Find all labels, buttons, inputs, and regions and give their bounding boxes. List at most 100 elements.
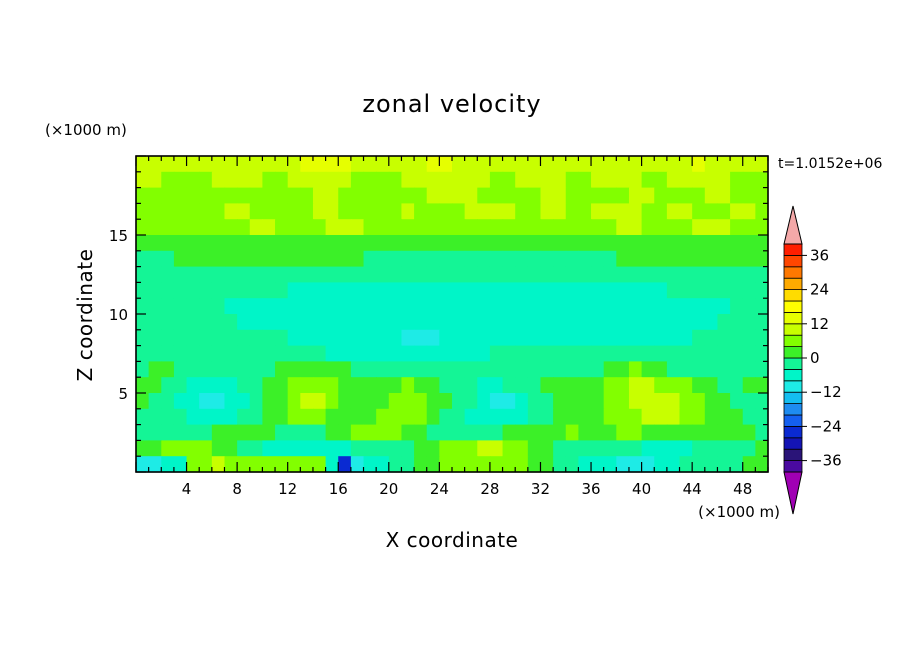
heatmap-cell bbox=[300, 266, 314, 283]
heatmap-cell bbox=[173, 424, 188, 441]
heatmap-cell bbox=[312, 329, 327, 347]
heatmap-cell bbox=[540, 282, 554, 299]
heatmap-cell bbox=[616, 377, 630, 394]
heatmap-cell bbox=[553, 235, 567, 252]
heatmap-cell bbox=[755, 250, 769, 268]
heatmap-cell bbox=[136, 408, 150, 426]
heatmap-cell bbox=[224, 329, 238, 347]
heatmap-cell bbox=[325, 156, 339, 173]
heatmap-cell bbox=[401, 393, 415, 410]
heatmap-cell bbox=[502, 408, 516, 426]
heatmap-cell bbox=[300, 156, 314, 173]
heatmap-cell bbox=[692, 424, 706, 441]
heatmap-cell bbox=[275, 345, 289, 362]
heatmap-cell bbox=[414, 298, 428, 315]
heatmap-cell bbox=[565, 329, 579, 347]
heatmap-cell bbox=[262, 187, 276, 204]
heatmap-cell bbox=[717, 361, 731, 378]
heatmap-cell bbox=[401, 219, 415, 236]
x-tick-label: 44 bbox=[683, 480, 702, 498]
heatmap-cell bbox=[211, 424, 226, 441]
heatmap-cell bbox=[426, 235, 440, 252]
heatmap-cell bbox=[679, 298, 693, 315]
heatmap-cell bbox=[439, 266, 453, 283]
heatmap-cell bbox=[325, 440, 339, 457]
heatmap-cell bbox=[363, 156, 377, 173]
heatmap-cell bbox=[464, 377, 478, 394]
heatmap-cell bbox=[376, 361, 390, 378]
heatmap-cell bbox=[730, 424, 744, 441]
heatmap-cell bbox=[578, 187, 592, 204]
heatmap-cell bbox=[565, 393, 579, 410]
heatmap-cell bbox=[603, 456, 617, 473]
heatmap-cell bbox=[363, 203, 377, 220]
heatmap-cell bbox=[641, 345, 655, 362]
heatmap-cell bbox=[275, 282, 289, 299]
heatmap-cell bbox=[262, 219, 276, 236]
heatmap-cell bbox=[527, 393, 542, 410]
heatmap-cell bbox=[211, 203, 226, 220]
heatmap-cell bbox=[742, 377, 756, 394]
heatmap-cell bbox=[249, 250, 263, 268]
heatmap-cell bbox=[527, 377, 542, 394]
heatmap-cell bbox=[452, 266, 466, 283]
heatmap-cell bbox=[148, 250, 162, 268]
heatmap-cell bbox=[363, 235, 377, 252]
heatmap-cell bbox=[654, 298, 668, 315]
heatmap-cell bbox=[414, 424, 428, 441]
heatmap-cell bbox=[262, 440, 276, 457]
heatmap-cell bbox=[350, 424, 365, 441]
heatmap-cell bbox=[553, 408, 567, 426]
heatmap-cell bbox=[603, 314, 617, 331]
heatmap-cell bbox=[489, 250, 504, 268]
heatmap-cell bbox=[401, 377, 415, 394]
heatmap-cell bbox=[275, 329, 289, 347]
heatmap-cell bbox=[641, 456, 655, 473]
heatmap-cell bbox=[325, 377, 339, 394]
heatmap-cell bbox=[742, 235, 756, 252]
heatmap-cell bbox=[173, 187, 188, 204]
heatmap-cell bbox=[452, 424, 466, 441]
heatmap-cell bbox=[628, 282, 643, 299]
heatmap-cell bbox=[730, 408, 744, 426]
heatmap-cell bbox=[211, 314, 226, 331]
heatmap-cell bbox=[565, 298, 579, 315]
heatmap-cell bbox=[300, 440, 314, 457]
heatmap-cell bbox=[565, 361, 579, 378]
heatmap-cell bbox=[616, 156, 630, 173]
heatmap-cell bbox=[464, 266, 478, 283]
heatmap-cell bbox=[553, 219, 567, 236]
heatmap-cell bbox=[477, 361, 491, 378]
heatmap-cell bbox=[426, 219, 440, 236]
heatmap-cell bbox=[350, 361, 365, 378]
heatmap-cell bbox=[211, 235, 226, 252]
heatmap-cell bbox=[452, 314, 466, 331]
heatmap-cell bbox=[388, 393, 403, 410]
heatmap-cell bbox=[730, 361, 744, 378]
colorbar-over-arrow bbox=[783, 205, 803, 245]
heatmap-cell bbox=[578, 266, 592, 283]
heatmap-cell bbox=[527, 298, 542, 315]
heatmap-cell bbox=[401, 456, 415, 473]
heatmap-cell bbox=[742, 298, 756, 315]
heatmap-cell bbox=[641, 156, 655, 173]
heatmap-cell bbox=[439, 187, 453, 204]
heatmap-cell bbox=[325, 171, 339, 189]
heatmap-cell bbox=[527, 424, 542, 441]
heatmap-cell bbox=[666, 219, 681, 236]
heatmap-cell bbox=[136, 203, 150, 220]
heatmap-cell bbox=[565, 235, 579, 252]
heatmap-cell bbox=[237, 250, 251, 268]
heatmap-cell bbox=[704, 187, 719, 204]
heatmap-cell bbox=[338, 456, 352, 473]
heatmap-cell bbox=[477, 219, 491, 236]
heatmap-cell bbox=[692, 393, 706, 410]
heatmap-cell bbox=[717, 250, 731, 268]
colorbar-swatch bbox=[783, 414, 803, 427]
heatmap-cell bbox=[502, 250, 516, 268]
heatmap-cell bbox=[540, 266, 554, 283]
heatmap-cell bbox=[388, 361, 403, 378]
heatmap-cell bbox=[540, 440, 554, 457]
heatmap-cell bbox=[527, 408, 542, 426]
